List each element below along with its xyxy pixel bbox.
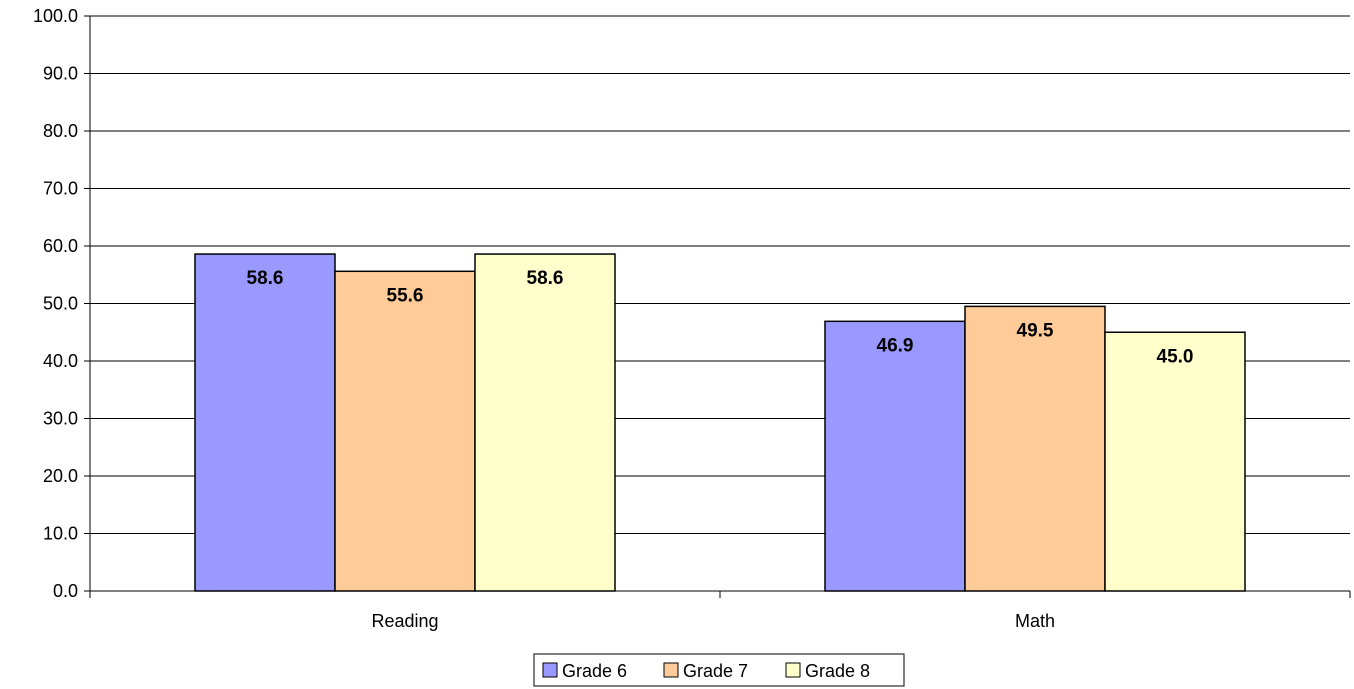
bar-grade-6-math bbox=[824, 320, 966, 592]
bar-grade-7-math bbox=[964, 305, 1106, 592]
data-label: 45.0 bbox=[1157, 346, 1194, 367]
y-tick-label: 30.0 bbox=[43, 409, 78, 429]
data-label: 58.6 bbox=[247, 268, 284, 289]
y-tick-label: 0.0 bbox=[53, 581, 78, 601]
bar-grade-6-reading bbox=[194, 253, 336, 592]
bar-grade-7-reading bbox=[334, 270, 476, 592]
legend-swatch bbox=[663, 662, 679, 678]
bar-grade-8-math bbox=[1104, 331, 1246, 592]
x-category-label: Reading bbox=[371, 611, 438, 631]
legend-box bbox=[533, 653, 905, 687]
y-tick-label: 100.0 bbox=[33, 6, 78, 26]
y-tick-label: 80.0 bbox=[43, 121, 78, 141]
legend-swatch bbox=[785, 662, 801, 678]
y-tick-label: 40.0 bbox=[43, 351, 78, 371]
legend-swatch bbox=[542, 662, 558, 678]
data-label: 55.6 bbox=[387, 285, 424, 306]
legend-label: Grade 8 bbox=[805, 661, 870, 681]
data-label: 46.9 bbox=[877, 335, 914, 356]
bar-grade-8-reading bbox=[474, 253, 616, 592]
legend: Grade 6 Grade 7 Grade 8 bbox=[533, 653, 905, 687]
y-tick-label: 70.0 bbox=[43, 179, 78, 199]
legend-label: Grade 7 bbox=[683, 661, 748, 681]
legend-label: Grade 6 bbox=[562, 661, 627, 681]
axes: 0.0 10.0 20.0 30.0 40.0 50.0 60.0 70.0 80.0 90.0 1… bbox=[33, 6, 1351, 631]
y-tick-label: 10.0 bbox=[43, 524, 78, 544]
y-tick-label: 60.0 bbox=[43, 236, 78, 256]
data-label: 49.5 bbox=[1017, 320, 1054, 341]
y-tick-label: 90.0 bbox=[43, 64, 78, 84]
bars bbox=[194, 253, 1246, 592]
y-tick-label: 50.0 bbox=[43, 294, 78, 314]
y-tick-label: 20.0 bbox=[43, 466, 78, 486]
data-labels: 58.6 55.6 58.6 46.9 49.5 45.0 bbox=[247, 268, 1194, 367]
data-label: 58.6 bbox=[527, 268, 564, 289]
x-category-label: Math bbox=[1015, 611, 1055, 631]
